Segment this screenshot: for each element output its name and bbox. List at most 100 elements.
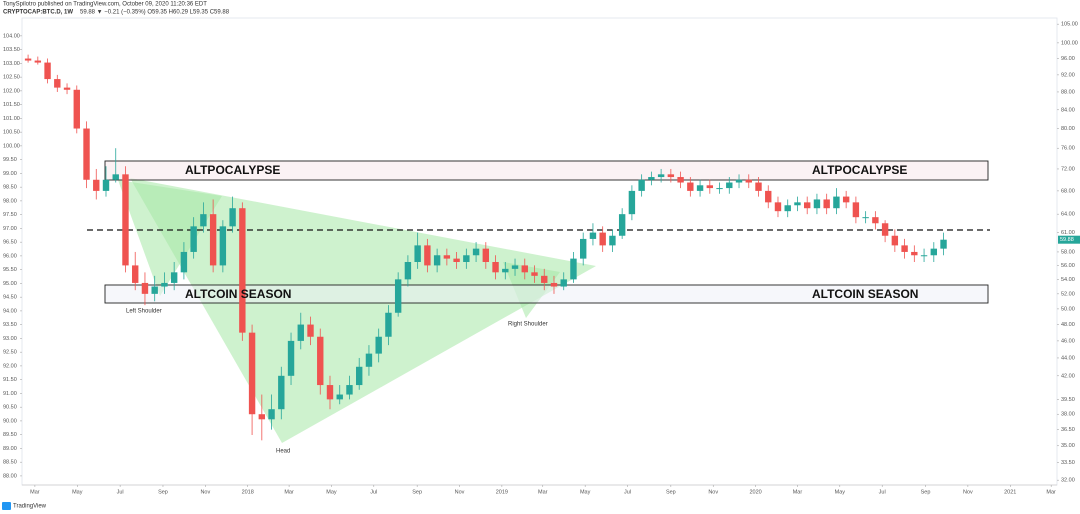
last-price-label: 59.88 [1060,237,1074,243]
candle-body [677,177,684,183]
y2-tick-label: 100.50 [3,130,20,136]
candle-body [472,248,480,256]
candle-body [54,79,61,88]
candle-body [667,174,675,178]
y2-tick-label: 103.50 [3,47,20,53]
y2-tick-label: 94.00 [3,308,17,314]
candle-body [34,60,42,63]
candle-body [268,409,275,420]
x-tick-label: Nov [708,489,718,495]
annotation: ALTPOCALYPSE [812,163,907,177]
candle-body [696,185,704,191]
y2-tick-label: 88.00 [3,473,17,479]
candle-body [774,202,782,212]
annotation: Left Shoulder [126,309,162,315]
candle-body [920,255,928,257]
y2-tick-label: 96.00 [3,253,17,259]
x-tick-label: Nov [455,489,465,495]
candle-body [833,196,840,209]
candle-body [326,385,334,400]
candle-body [346,385,353,395]
candle-body [872,217,879,224]
y2-tick-label: 98.50 [3,185,17,191]
candle-body [803,202,811,209]
candle-body [356,366,363,386]
candle-body [492,261,499,273]
x-tick-label: 2021 [1004,489,1016,495]
y-tick-label: 32.00 [1061,478,1075,484]
candle-body [881,223,889,236]
x-tick-label: May [835,489,846,495]
y2-tick-label: 99.00 [3,171,17,177]
candle-body [200,214,207,227]
x-tick-label: May [326,489,337,495]
x-tick-label: Mar [793,489,803,495]
y2-tick-label: 88.50 [3,460,17,466]
candle-body [375,336,382,354]
candle-body [414,245,421,262]
candle-body [482,248,490,262]
candle-body [258,414,266,420]
y-tick-label: 80.00 [1061,126,1075,132]
candle-body [424,245,431,266]
y-tick-label: 54.00 [1061,277,1075,283]
y-tick-label: 68.00 [1061,188,1075,194]
annotation: ALTCOIN SEASON [812,287,918,301]
candle-body [433,255,441,266]
candle-body [813,199,821,209]
candle-body [365,353,373,367]
x-tick-label: Sep [412,489,422,495]
x-tick-label: Mar [30,489,40,495]
candle-body [170,272,178,283]
y2-tick-label: 93.00 [3,336,17,342]
y2-tick-label: 102.50 [3,75,20,81]
x-tick-label: 2019 [496,489,508,495]
candle-body [336,394,343,400]
candle-body [745,179,752,183]
y2-tick-label: 104.00 [3,33,20,39]
candle-body [404,261,412,280]
candle-body [83,128,90,180]
x-tick-label: Mar [284,489,294,495]
y2-tick-label: 89.00 [3,446,17,452]
annotation: Head [276,449,290,455]
candle-body [648,177,655,180]
y-tick-label: 64.00 [1061,212,1075,218]
candle-body [842,196,850,203]
y-tick-label: 42.00 [1061,373,1075,379]
y2-tick-label: 90.00 [3,418,17,424]
candle-body [502,268,509,273]
y-tick-label: 88.00 [1061,89,1075,95]
x-tick-label: Jul [370,489,377,495]
head-shape [130,178,596,443]
candle-body [394,279,402,313]
candle-body [141,282,149,294]
candle-body [794,202,801,206]
y-tick-label: 48.00 [1061,322,1075,328]
candle-body [589,232,597,239]
candle-body [297,324,304,341]
candle-body [112,174,119,180]
candle-body [521,265,528,273]
altcoin-season-zone [104,284,989,304]
y-tick-label: 96.00 [1061,56,1075,62]
candles [24,54,947,441]
altpocalypse-zone [104,160,989,181]
candle-body [385,312,392,337]
candle-body [531,272,538,276]
y-tick-label: 39.50 [1061,397,1075,403]
candle-body [307,324,314,337]
candle-body [657,174,665,178]
x-tick-label: Jul [879,489,886,495]
symbol: CRYPTOCAP:BTC.D, 1W [3,10,73,16]
y-tick-label: 36.50 [1061,427,1075,433]
candle-body [580,238,587,259]
y2-tick-label: 99.50 [3,157,17,163]
y-tick-label: 52.00 [1061,291,1075,297]
candle-body [248,332,256,415]
annotation: Right Shoulder [508,322,548,328]
y-tick-label: 44.00 [1061,355,1075,361]
y2-tick-label: 91.50 [3,377,17,383]
y2-tick-label: 97.00 [3,226,17,232]
